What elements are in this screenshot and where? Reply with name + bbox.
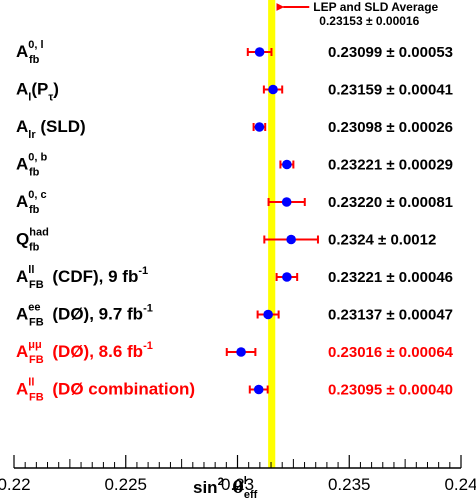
- measurement-value: 0.23221 ± 0.00046: [328, 269, 453, 286]
- label-subscript: FB: [29, 317, 44, 329]
- x-tick-label: 0.23: [221, 475, 254, 494]
- measurement-value: 0.23016 ± 0.00064: [328, 344, 454, 361]
- label-subscript: fb: [29, 242, 40, 254]
- label-superscript: 0, c: [28, 189, 46, 201]
- label-subscript: fb: [29, 204, 40, 216]
- x-tick-label: 0.22: [0, 475, 31, 494]
- label-superscript: μμ: [28, 339, 41, 351]
- measurement-value: 0.23098 ± 0.00026: [328, 119, 453, 136]
- measurement-value: 0.23137 ± 0.00047: [328, 307, 453, 324]
- x-axis-title: sin2 θl eff: [193, 475, 258, 500]
- label-superscript: ll: [28, 377, 34, 389]
- data-point: [254, 47, 265, 57]
- label-subscript: FB: [29, 279, 44, 291]
- data-point: [254, 122, 265, 132]
- data-point: [263, 309, 273, 320]
- data-point: [268, 84, 278, 95]
- measurement-value: 0.2324 ± 0.0012: [328, 232, 436, 249]
- label-subscript: fb: [29, 54, 40, 66]
- label-subscript: l: [28, 92, 31, 104]
- measurement-label: A0, l fb: [16, 39, 44, 66]
- x-axis-ticks: 0.22 0.225 0.23 0.235 0.24: [0, 455, 476, 494]
- measurement-label: Alr (SLD): [16, 117, 86, 141]
- measurement-label: Al(Pτ): [16, 80, 59, 104]
- x-tick-label: 0.235: [328, 475, 371, 494]
- x-tick-label: 0.225: [104, 475, 147, 494]
- label-superscript: ee: [28, 302, 40, 314]
- data-point: [236, 347, 246, 357]
- label-superscript: had: [29, 227, 49, 239]
- measurement-label: All FB (CDF), 9 fb-1: [16, 264, 148, 291]
- label-superscript: ll: [28, 264, 34, 276]
- measurement-label: A0, b fb: [16, 152, 48, 179]
- data-point: [282, 159, 292, 170]
- data-point: [253, 384, 264, 395]
- x-tick-label: 0.24: [444, 475, 476, 494]
- average-band: [268, 0, 276, 468]
- label-superscript: 0, l: [28, 39, 43, 51]
- label-superscript: 0, b: [28, 152, 47, 164]
- data-point: [282, 272, 292, 282]
- label-subscript: fb: [29, 167, 40, 179]
- measurement-value: 0.23220 ± 0.00081: [328, 194, 453, 211]
- data-point: [286, 234, 296, 245]
- label-subscript: lr: [28, 129, 36, 141]
- measurement-values: 0.23099 ± 0.00053 0.23159 ± 0.00041 0.2309…: [328, 44, 454, 399]
- measurement-label: Aee FB (DØ), 9.7 fb-1: [16, 302, 153, 329]
- measurement-label: A0, c fb: [16, 189, 47, 216]
- measurement-value: 0.23099 ± 0.00053: [328, 44, 453, 61]
- average-value-label: 0.23153 ± 0.00016: [319, 14, 419, 28]
- measurement-value: 0.23159 ± 0.00041: [328, 82, 453, 99]
- data-point: [281, 197, 292, 207]
- measurement-label: Aμμ FB (DØ), 8.6 fb-1: [16, 339, 153, 366]
- measurement-value: 0.23095 ± 0.00040: [328, 382, 453, 399]
- measurement-label: All FB (DØ combination): [16, 377, 195, 404]
- label-subscript: FB: [29, 392, 44, 404]
- measurement-value: 0.23221 ± 0.00029: [328, 157, 453, 174]
- measurement-label: Qhad fb: [16, 227, 49, 254]
- data-points: [225, 47, 319, 395]
- label-subscript: FB: [29, 354, 44, 366]
- average-label: LEP and SLD Average: [313, 0, 438, 14]
